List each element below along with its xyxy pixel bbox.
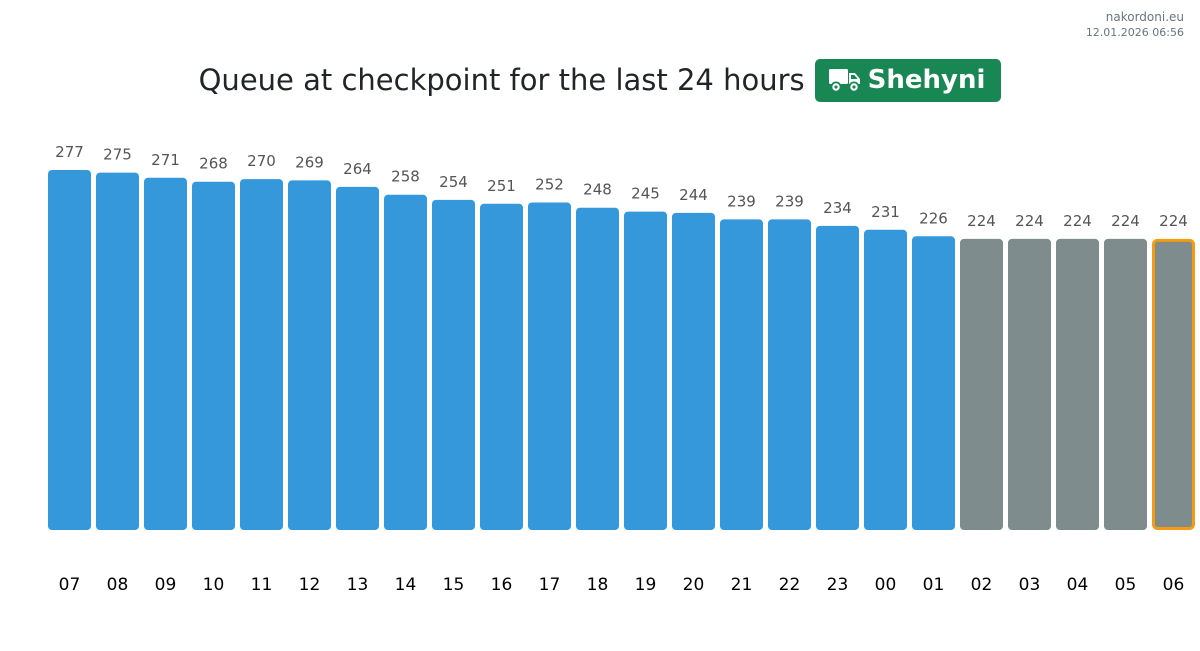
bar-19[interactable] bbox=[624, 211, 667, 531]
data-label-18: 248 bbox=[583, 181, 612, 199]
data-label-09: 271 bbox=[151, 151, 180, 169]
bar-16[interactable] bbox=[480, 203, 523, 530]
bar-23[interactable] bbox=[816, 225, 859, 531]
bar-18[interactable] bbox=[576, 207, 619, 531]
bar-22[interactable] bbox=[768, 219, 811, 530]
x-tick-17: 17 bbox=[539, 575, 561, 595]
bar-21[interactable] bbox=[720, 219, 763, 530]
title-row: Queue at checkpoint for the last 24 hour… bbox=[0, 58, 1200, 102]
data-label-17: 252 bbox=[535, 175, 564, 193]
x-tick-10: 10 bbox=[203, 575, 225, 595]
x-tick-22: 22 bbox=[779, 575, 801, 595]
data-label-08: 275 bbox=[103, 146, 132, 164]
bar-04[interactable] bbox=[1056, 238, 1099, 530]
data-label-11: 270 bbox=[247, 152, 276, 170]
data-label-20: 244 bbox=[679, 186, 708, 204]
bar-17[interactable] bbox=[528, 202, 571, 531]
bar-15[interactable] bbox=[432, 199, 475, 530]
x-tick-11: 11 bbox=[251, 575, 273, 595]
bar-10[interactable] bbox=[192, 181, 235, 530]
bar-12[interactable] bbox=[288, 180, 331, 531]
x-tick-03: 03 bbox=[1019, 575, 1041, 595]
bar-09[interactable] bbox=[144, 177, 187, 530]
data-label-19: 245 bbox=[631, 185, 660, 203]
site-name: nakordoni.eu bbox=[1105, 10, 1184, 24]
data-label-22: 239 bbox=[775, 192, 804, 210]
x-tick-06: 06 bbox=[1163, 575, 1185, 595]
bar-06[interactable] bbox=[1152, 238, 1195, 530]
x-tick-14: 14 bbox=[395, 575, 417, 595]
bar-02[interactable] bbox=[960, 238, 1003, 530]
x-tick-20: 20 bbox=[683, 575, 705, 595]
data-label-14: 258 bbox=[391, 168, 420, 186]
x-tick-08: 08 bbox=[107, 575, 129, 595]
bar-05[interactable] bbox=[1104, 238, 1147, 530]
bar-01[interactable] bbox=[912, 236, 955, 530]
data-label-23: 234 bbox=[823, 199, 852, 217]
brand-block: nakordoni.eu 12.01.2026 06:56 bbox=[1086, 9, 1184, 41]
x-tick-04: 04 bbox=[1067, 575, 1089, 595]
data-label-12: 269 bbox=[295, 153, 324, 171]
x-tick-01: 01 bbox=[923, 575, 945, 595]
data-label-16: 251 bbox=[487, 177, 516, 195]
timestamp: 12.01.2026 06:56 bbox=[1085, 26, 1184, 39]
data-label-07: 277 bbox=[55, 143, 84, 161]
data-label-15: 254 bbox=[439, 173, 468, 191]
x-tick-12: 12 bbox=[299, 575, 321, 595]
x-tick-16: 16 bbox=[491, 575, 513, 595]
bar-08[interactable] bbox=[96, 172, 139, 530]
bar-00[interactable] bbox=[864, 229, 907, 530]
data-label-06: 224 bbox=[1159, 212, 1188, 230]
data-label-02: 224 bbox=[967, 212, 996, 230]
x-tick-07: 07 bbox=[59, 575, 81, 595]
bar-11[interactable] bbox=[240, 179, 283, 530]
data-label-13: 264 bbox=[343, 160, 372, 178]
x-tick-18: 18 bbox=[587, 575, 609, 595]
x-tick-09: 09 bbox=[155, 575, 177, 595]
data-label-00: 231 bbox=[871, 203, 900, 221]
truck-icon bbox=[828, 69, 860, 93]
bar-14[interactable] bbox=[384, 194, 427, 530]
data-label-05: 224 bbox=[1111, 212, 1140, 230]
x-tick-13: 13 bbox=[347, 575, 369, 595]
bar-20[interactable] bbox=[672, 212, 715, 530]
x-tick-21: 21 bbox=[731, 575, 753, 595]
x-tick-05: 05 bbox=[1115, 575, 1137, 595]
data-label-10: 268 bbox=[199, 155, 228, 173]
bar-03[interactable] bbox=[1008, 238, 1051, 530]
x-tick-00: 00 bbox=[875, 575, 897, 595]
chart-title: Queue at checkpoint for the last 24 hour… bbox=[198, 63, 805, 97]
x-tick-23: 23 bbox=[827, 575, 849, 595]
x-tick-02: 02 bbox=[971, 575, 993, 595]
data-label-01: 226 bbox=[919, 209, 948, 227]
data-label-04: 224 bbox=[1063, 212, 1092, 230]
checkpoint-name: Shehyni bbox=[867, 65, 986, 95]
x-tick-15: 15 bbox=[443, 575, 465, 595]
bar-07[interactable] bbox=[48, 170, 91, 530]
x-tick-19: 19 bbox=[635, 575, 657, 595]
bar-13[interactable] bbox=[336, 186, 379, 530]
data-label-03: 224 bbox=[1015, 212, 1044, 230]
data-label-21: 239 bbox=[727, 192, 756, 210]
checkpoint-badge[interactable]: Shehyni bbox=[814, 58, 1002, 102]
